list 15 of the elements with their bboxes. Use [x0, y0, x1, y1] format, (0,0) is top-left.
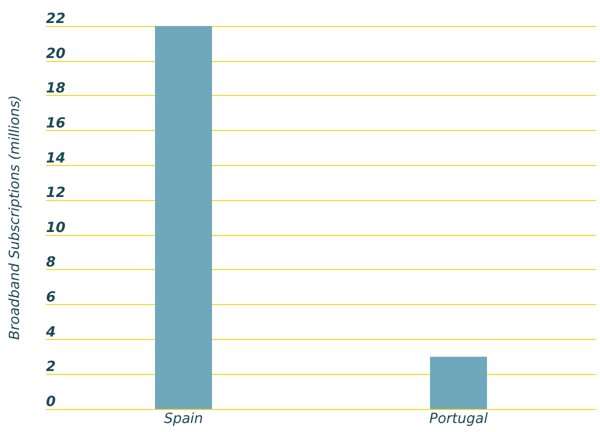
y-tick-label: 22 [46, 11, 66, 27]
y-tick-label: 18 [46, 80, 66, 97]
y-tick-label: 2 [46, 359, 56, 376]
x-tick-label: Spain [164, 411, 204, 427]
y-axis-title: Broadband Subscriptions (millions) [7, 95, 23, 340]
y-tick-label: 14 [46, 150, 66, 166]
y-tick-label: 0 [46, 394, 56, 410]
x-tick-label: Portugal [429, 411, 488, 427]
y-tick-label: 12 [46, 185, 66, 202]
y-tick-label: 16 [46, 115, 66, 132]
y-tick-label: 4 [45, 324, 56, 340]
y-tick-label: 10 [46, 220, 66, 236]
y-tick-label: 6 [46, 290, 56, 306]
y-tick-label: 20 [46, 46, 66, 62]
y-tick-label: 8 [46, 254, 56, 271]
